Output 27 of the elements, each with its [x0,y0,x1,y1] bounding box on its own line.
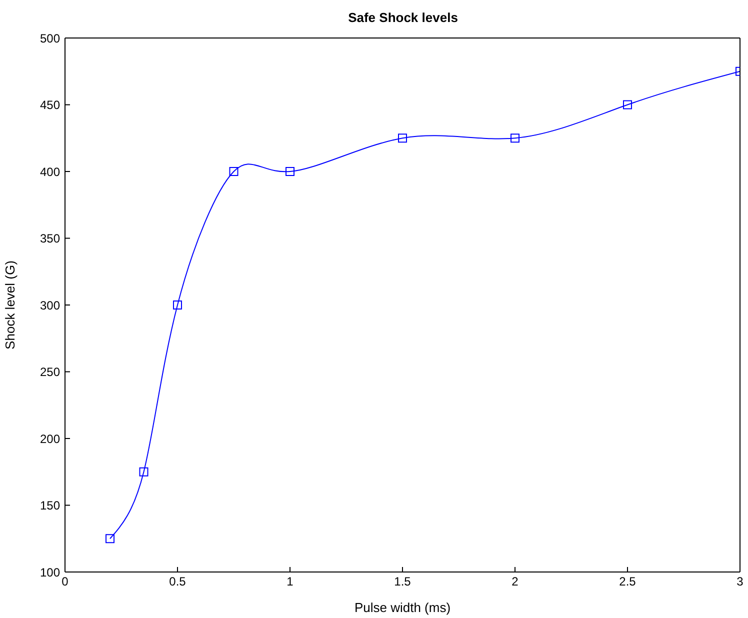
x-tick-label: 0 [62,574,69,589]
point [286,167,294,176]
y-tick-label: 250 [40,365,60,380]
x-tick-label: 2 [512,574,519,589]
x-tick-label: 2.5 [619,574,636,589]
point [510,134,520,143]
point [398,134,407,143]
chart-title: Safe Shock levels [347,10,459,25]
point [139,467,148,476]
x-tick-label: 0.5 [169,574,186,589]
y-tick-label: 150 [40,498,60,513]
x-tick-label: 3 [736,574,744,589]
y-tick-label: 100 [40,565,60,580]
y-tick-label: 300 [40,298,60,312]
x-tick-label: 1.5 [394,574,412,589]
x-tick-label: 1 [286,574,294,589]
y-tick-label: 500 [40,31,60,46]
point [229,167,238,176]
y-tick-label: 450 [40,98,60,112]
y-tick-label: 350 [40,232,60,246]
point [623,100,632,110]
x-axis-title: Pulse width (ms) [354,600,451,615]
point [173,300,182,310]
point [106,534,114,544]
y-axis-title: Shock level (G) [2,260,18,350]
y-tick-label: 400 [40,164,60,179]
y-tick-label: 200 [40,432,60,446]
